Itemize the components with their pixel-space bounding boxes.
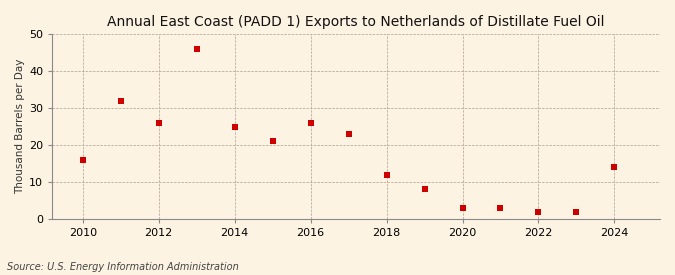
Point [609, 165, 620, 169]
Point [191, 47, 202, 51]
Point [267, 139, 278, 144]
Point [115, 99, 126, 103]
Point [495, 206, 506, 210]
Title: Annual East Coast (PADD 1) Exports to Netherlands of Distillate Fuel Oil: Annual East Coast (PADD 1) Exports to Ne… [107, 15, 605, 29]
Point [419, 187, 430, 192]
Point [230, 125, 240, 129]
Point [571, 209, 582, 214]
Point [457, 206, 468, 210]
Point [78, 158, 88, 162]
Point [343, 132, 354, 136]
Y-axis label: Thousand Barrels per Day: Thousand Barrels per Day [15, 59, 25, 194]
Point [153, 121, 164, 125]
Point [533, 209, 544, 214]
Text: Source: U.S. Energy Information Administration: Source: U.S. Energy Information Administ… [7, 262, 238, 272]
Point [381, 172, 392, 177]
Point [305, 121, 316, 125]
